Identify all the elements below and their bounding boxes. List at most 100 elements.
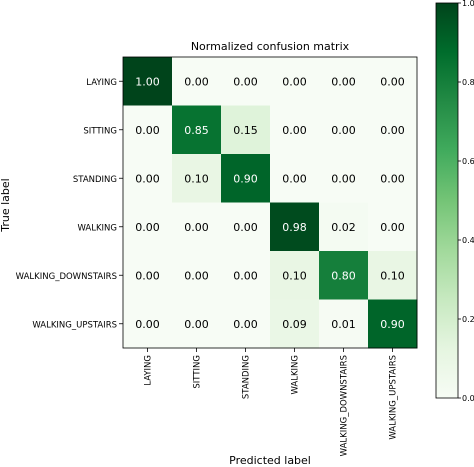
heatmap-cell	[270, 251, 320, 300]
heatmap-cell	[172, 202, 222, 252]
chart-title: Normalized confusion matrix	[191, 40, 350, 53]
y-tick-label: WALKING_DOWNSTAIRS	[16, 272, 117, 282]
heatmap-cell	[172, 299, 222, 349]
cell-value-label: 0.00	[233, 75, 258, 88]
x-tick-label: STANDING	[242, 355, 252, 399]
cell-value-label: 0.01	[331, 318, 356, 331]
heatmap-cell	[319, 154, 369, 203]
heatmap-cell	[319, 251, 369, 300]
heatmap-cell	[221, 202, 271, 252]
cell-value-label: 0.98	[282, 221, 307, 234]
cell-value-label: 0.00	[135, 124, 160, 137]
y-tick-label: LAYING	[86, 78, 117, 88]
heatmap-cell	[123, 105, 173, 155]
heatmap-cell	[368, 299, 418, 349]
cell-value-label: 0.00	[135, 172, 160, 185]
y-tick-labels: LAYING SITTING STANDING WALKING WALKING_DOWN…	[16, 78, 123, 330]
cell-value-label: 0.80	[331, 269, 356, 282]
cell-value-label: 0.00	[380, 221, 405, 234]
colorbar	[435, 2, 459, 399]
cell-value-label: 0.00	[184, 269, 209, 282]
y-tick-label: WALKING_UPSTAIRS	[32, 320, 117, 330]
heatmap-cell	[270, 202, 320, 252]
cell-value-label: 0.00	[380, 124, 405, 137]
cell-value-label: 0.00	[282, 75, 307, 88]
cell-value-label: 0.10	[380, 269, 405, 282]
cell-value-label: 0.15	[233, 124, 258, 137]
cell-value-label: 0.00	[282, 124, 307, 137]
x-tick-label: SITTING	[193, 355, 203, 389]
cell-value-label: 0.90	[380, 318, 405, 331]
colorbar-tick-label: 0.6	[462, 157, 474, 166]
cell-value-label: 0.90	[233, 172, 258, 185]
cell-value-label: 0.00	[233, 269, 258, 282]
cell-value-label: 0.00	[135, 221, 160, 234]
heatmap-cell	[270, 57, 320, 106]
heatmap-cell	[221, 154, 271, 203]
heatmap-cell	[123, 202, 173, 252]
colorbar-ticks: 0.0 0.2 0.4 0.6 0.8 1.0	[458, 0, 474, 403]
heatmap-cell	[270, 299, 320, 349]
cell-value-label: 0.00	[380, 172, 405, 185]
heatmap-cell	[319, 202, 369, 252]
x-tick-labels: LAYING SITTING STANDING WALKING WALKING_DOWN…	[144, 348, 399, 456]
x-axis-label: Predicted label	[229, 454, 311, 467]
cell-value-label: 0.00	[184, 221, 209, 234]
cell-value-label: 0.00	[184, 318, 209, 331]
cell-value-label: 0.00	[331, 75, 356, 88]
heatmap-cell	[368, 57, 418, 106]
heatmap-cell	[123, 57, 173, 106]
x-tick-label: WALKING_DOWNSTAIRS	[340, 355, 350, 456]
x-tick-label: WALKING	[291, 355, 301, 395]
heatmap-cell	[368, 105, 418, 155]
cell-value-label: 0.09	[282, 318, 307, 331]
heatmap-cell	[270, 154, 320, 203]
y-tick-label: WALKING	[77, 223, 117, 233]
cell-value-label: 0.10	[282, 269, 307, 282]
heatmap-cell	[319, 105, 369, 155]
cell-value-label: 0.00	[135, 318, 160, 331]
heatmap-cell	[319, 57, 369, 106]
cell-value-label: 0.00	[233, 318, 258, 331]
heatmap-cell	[172, 105, 222, 155]
colorbar-tick-label: 0.2	[462, 315, 474, 324]
colorbar-tick-label: 0.0	[462, 394, 474, 403]
heatmap-cell	[172, 57, 222, 106]
heatmap-cell	[123, 299, 173, 349]
cell-value-label: 0.85	[184, 124, 209, 137]
heatmap-cell	[221, 299, 271, 349]
cell-value-label: 0.00	[331, 124, 356, 137]
x-tick-label: LAYING	[144, 355, 154, 386]
cell-value-label: 1.00	[135, 75, 160, 88]
cell-value-label: 0.10	[184, 172, 209, 185]
y-tick-label: SITTING	[83, 126, 117, 136]
heatmap-cell	[319, 299, 369, 349]
y-axis-label: True label	[0, 178, 12, 232]
heatmap-cell	[368, 251, 418, 300]
colorbar-tick-label: 0.8	[462, 78, 474, 87]
cell-value-label: 0.00	[331, 172, 356, 185]
cell-value-label: 0.00	[380, 75, 405, 88]
heatmap-cell	[221, 57, 271, 106]
heatmap-cell	[368, 154, 418, 203]
cell-value-label: 0.00	[233, 221, 258, 234]
heatmap-cell	[172, 251, 222, 300]
heatmap-cell	[123, 154, 173, 203]
plot-frame	[122, 56, 418, 349]
heatmap-cell	[123, 251, 173, 300]
cell-value-label: 0.00	[184, 75, 209, 88]
y-tick-label: STANDING	[73, 175, 117, 185]
heatmap-cell	[172, 154, 222, 203]
heatmap-cell	[368, 202, 418, 252]
heatmap-cell	[221, 251, 271, 300]
heatmap-cells: 1.00 0.00 0.00 0.00 0.00 0.00 0.00 0.85 0.15 0.00…	[123, 57, 418, 349]
colorbar-tick-label: 1.0	[462, 0, 474, 8]
cell-value-label: 0.02	[331, 221, 356, 234]
heatmap-cell	[270, 105, 320, 155]
heatmap-cell	[221, 105, 271, 155]
cell-value-label: 0.00	[135, 269, 160, 282]
cell-value-label: 0.00	[282, 172, 307, 185]
x-tick-label: WALKING_UPSTAIRS	[389, 355, 399, 440]
colorbar-tick-label: 0.4	[462, 236, 474, 245]
